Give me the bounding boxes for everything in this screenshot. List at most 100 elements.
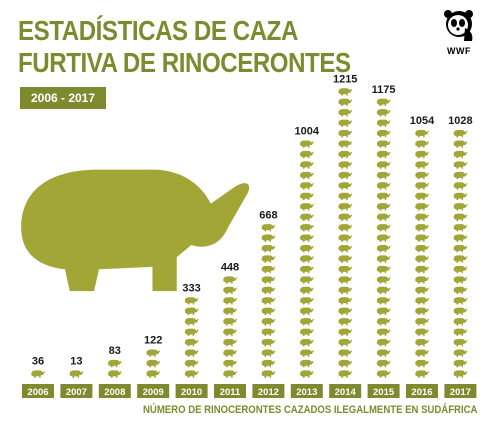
year-tab-2016 xyxy=(406,384,438,398)
year-tab-2007 xyxy=(60,384,93,398)
rhino-icon xyxy=(338,224,353,232)
rhino-icon xyxy=(338,255,353,263)
value-label-2013: 1004 xyxy=(295,126,320,138)
chart-title-line2: FURTIVA DE RINOCERONTES xyxy=(18,47,351,78)
rhino-icon xyxy=(146,370,161,378)
rhino-icon xyxy=(376,359,391,368)
rhino-icon xyxy=(453,359,468,368)
year-tab-2013 xyxy=(290,384,323,398)
rhino-icon xyxy=(261,328,276,336)
rhino-icon xyxy=(184,349,199,357)
rhino-icon xyxy=(223,297,238,305)
bar-2015 xyxy=(376,98,391,378)
rhino-icon xyxy=(453,213,468,221)
bar-2014 xyxy=(338,88,353,378)
rhino-icon xyxy=(415,255,430,263)
rhino-icon xyxy=(453,255,468,263)
rhino-icon xyxy=(376,244,391,253)
year-tab-2006 xyxy=(22,384,54,398)
rhino-icon xyxy=(415,171,430,180)
rhino-icon xyxy=(453,307,468,316)
rhino-icon xyxy=(415,297,430,305)
rhino-icon xyxy=(376,349,391,357)
rhino-icon xyxy=(415,234,430,242)
year-tab-2012 xyxy=(252,384,285,398)
rhino-icon xyxy=(261,276,276,284)
rhino-icon xyxy=(376,276,391,284)
rhino-icon xyxy=(223,286,238,295)
rhino-icon xyxy=(338,328,353,336)
rhino-icon xyxy=(453,192,468,201)
rhino-icon xyxy=(453,140,468,148)
rhino-icon xyxy=(376,339,391,347)
rhino-icon xyxy=(338,130,353,138)
rhino-icon xyxy=(261,297,276,305)
rhino-icon xyxy=(415,370,430,378)
rhino-icon xyxy=(300,213,314,221)
rhino-icon xyxy=(453,150,468,159)
rhino-icon xyxy=(184,307,199,316)
rhino-icon xyxy=(338,297,353,305)
rhino-icon xyxy=(338,286,353,295)
rhino-icon xyxy=(415,192,430,201)
rhino-icon xyxy=(415,224,430,232)
chart-footnote: NÚMERO DE RINOCERONTES CAZADOS ILEGALMEN… xyxy=(143,404,478,416)
value-label-2014: 1215 xyxy=(333,73,357,85)
x-tick-label-2006: 2006 xyxy=(27,387,48,398)
rhino-icon xyxy=(300,192,314,201)
rhino-icon xyxy=(415,339,430,347)
rhino-icon xyxy=(453,297,468,305)
rhino-icon xyxy=(146,349,161,357)
bar-2017 xyxy=(453,130,468,378)
value-label-2007: 13 xyxy=(70,356,82,368)
rhino-icon xyxy=(338,171,353,180)
rhino-icon xyxy=(453,171,468,180)
rhino-icon xyxy=(415,150,430,159)
rhino-icon xyxy=(453,234,468,242)
x-tick-label-2016: 2016 xyxy=(411,387,432,398)
rhino-icon xyxy=(338,370,353,378)
rhino-icon xyxy=(376,140,391,148)
x-tick-label-2010: 2010 xyxy=(181,387,202,398)
rhino-icon xyxy=(223,307,238,316)
rhino-icon xyxy=(338,182,353,190)
rhino-icon xyxy=(338,98,353,107)
x-tick-label-2015: 2015 xyxy=(373,387,395,398)
year-tab-2017 xyxy=(444,384,477,398)
value-label-2008: 83 xyxy=(109,345,121,357)
rhino-icon xyxy=(376,161,391,169)
value-label-2012: 668 xyxy=(259,209,277,221)
value-label-2006: 36 xyxy=(32,356,44,368)
rhino-icon xyxy=(453,224,468,232)
rhino-icon xyxy=(338,234,353,242)
rhino-icon xyxy=(453,370,468,378)
rhino-icon xyxy=(223,370,238,378)
bar-2011 xyxy=(223,276,238,378)
rhino-icon xyxy=(223,276,238,284)
rhino-icon xyxy=(338,88,353,96)
value-label-2015: 1175 xyxy=(372,84,396,96)
x-tick-label-2017: 2017 xyxy=(450,387,471,398)
rhino-icon xyxy=(453,130,468,138)
bar-2009 xyxy=(146,349,161,378)
x-tick-label-2009: 2009 xyxy=(143,387,164,398)
rhino-icon xyxy=(415,265,430,274)
rhino-icon xyxy=(261,370,276,378)
rhino-icon xyxy=(261,234,276,242)
rhino-icon xyxy=(184,318,199,326)
rhino-icon xyxy=(300,370,314,378)
rhino-icon xyxy=(300,318,314,326)
rhino-icon xyxy=(415,140,430,148)
rhino-icon xyxy=(261,339,276,347)
rhino-icon xyxy=(376,171,391,180)
rhino-icon xyxy=(415,349,430,357)
rhino-icon xyxy=(415,130,430,138)
rhino-icon xyxy=(453,328,468,336)
rhino-icon xyxy=(453,161,468,169)
rhino-icon xyxy=(300,349,314,357)
rhino-icon xyxy=(376,150,391,159)
rhino-icon xyxy=(300,234,314,242)
rhino-icon xyxy=(300,286,314,295)
rhino-icon xyxy=(300,150,314,159)
bar-2006 xyxy=(31,370,46,378)
